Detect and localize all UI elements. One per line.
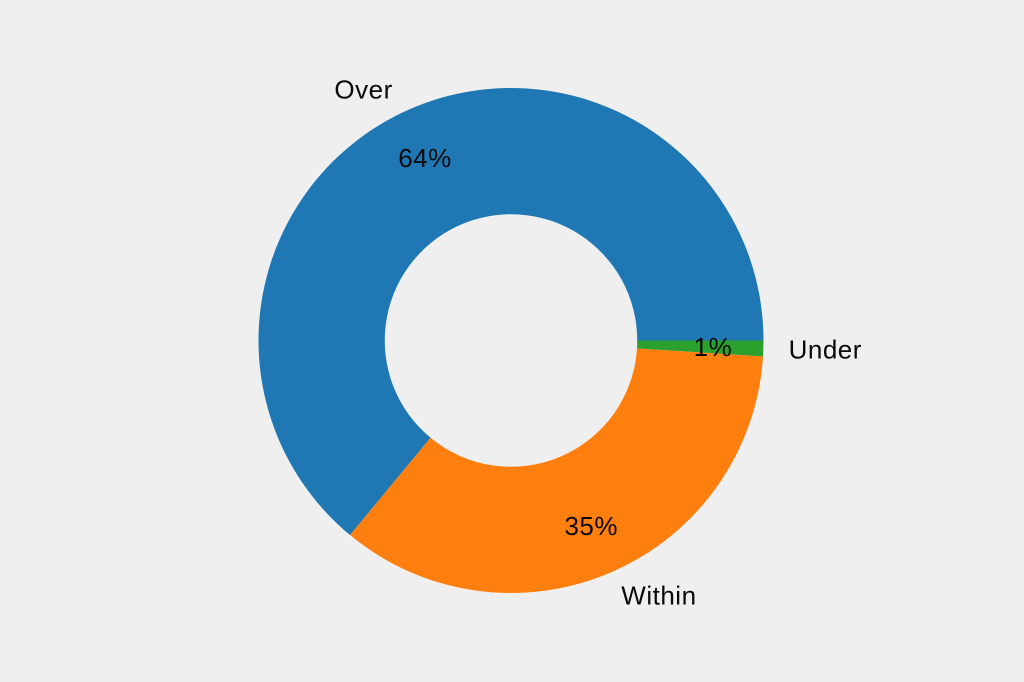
pie-slice-within bbox=[350, 348, 764, 593]
pie-slice-over bbox=[258, 88, 764, 536]
pie-slice-under bbox=[637, 340, 764, 357]
slice-percent-label-under: 1% bbox=[694, 332, 733, 362]
slice-category-label-under: Under bbox=[789, 334, 862, 364]
slice-category-label-within: Within bbox=[621, 581, 696, 611]
slice-percent-label-over: 64% bbox=[398, 143, 452, 173]
slice-percent-label-within: 35% bbox=[564, 511, 618, 541]
slice-category-label-over: Over bbox=[334, 74, 392, 104]
